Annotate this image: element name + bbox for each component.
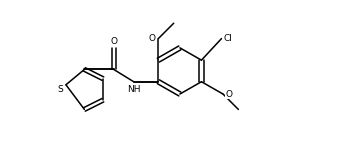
- Text: O: O: [226, 90, 233, 99]
- Text: S: S: [57, 85, 63, 94]
- Text: O: O: [149, 34, 156, 43]
- Text: NH: NH: [127, 85, 141, 94]
- Text: O: O: [110, 37, 117, 46]
- Text: Cl: Cl: [223, 34, 232, 43]
